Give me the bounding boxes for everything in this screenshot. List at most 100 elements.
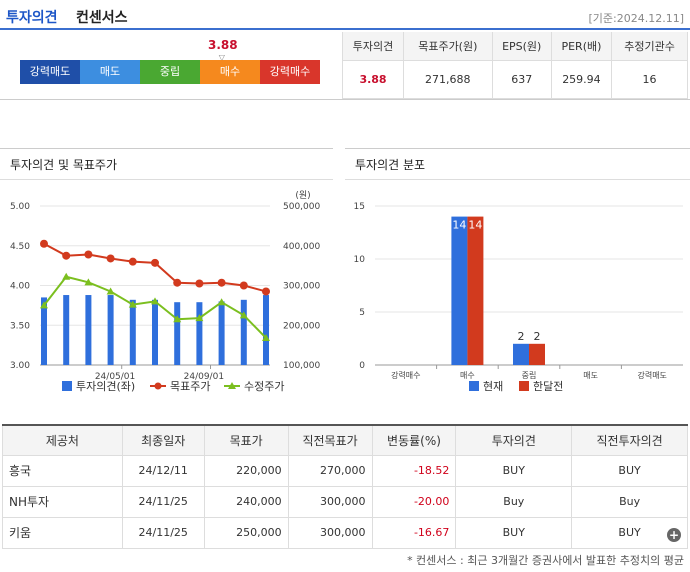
adjusted-price-point [173, 315, 182, 323]
scale-segment: 매수 [200, 60, 260, 84]
adjusted-price-point [84, 278, 93, 286]
consensus-marker-value: 3.88 [207, 38, 238, 52]
left-tick-label: 4.50 [10, 242, 30, 252]
legend-swatch-adjusted-tri [228, 382, 236, 389]
target-price-point [239, 281, 248, 290]
table-row: NH투자 24/11/25 240,000 300,000 -20.00 Buy Buy [2, 485, 688, 518]
table-cell: NH투자 [2, 485, 123, 518]
table-cell: 24/12/11 [121, 454, 205, 487]
target-price-point [84, 250, 93, 259]
summary-header: PER(배) [550, 32, 613, 61]
broker-header: 목표가 [203, 424, 289, 456]
table-cell: 300,000 [287, 516, 373, 549]
target-price-line [43, 242, 267, 293]
table-cell: 24/11/25 [121, 516, 205, 549]
data-label: 14 [452, 219, 466, 232]
opinion-bar [196, 302, 203, 365]
y-tick-label: 10 [354, 255, 366, 265]
header-title-secondary: 컨센서스 [76, 10, 128, 26]
footnote: * 컨센서스 : 최근 3개월간 증권사에서 발표한 추정치의 평균 [407, 554, 684, 567]
legend-swatch-opinion [62, 381, 72, 391]
table-cell: 키움 [2, 516, 123, 549]
category-label: 강력매도 [637, 370, 666, 380]
right-tick-label: 400,000 [283, 242, 320, 252]
opinion-bar [174, 302, 181, 365]
legend-swatch-target-dot [154, 382, 162, 390]
opinion-bar [263, 295, 269, 365]
scale-segment: 중립 [140, 60, 200, 84]
adjusted-price-point [262, 333, 270, 341]
summary-header: EPS(원) [491, 32, 552, 61]
target-price-point [195, 279, 204, 288]
category-label: 강력매수 [391, 370, 420, 380]
adjusted-price-point [195, 314, 204, 322]
right-tick-label: 500,000 [283, 202, 320, 212]
category-label: 중립 [522, 371, 537, 380]
target-price-point [128, 257, 137, 266]
header-title-primary: 투자의견 [6, 10, 58, 26]
adjusted-price-point [40, 301, 48, 309]
summary-value: 637 [491, 59, 552, 99]
data-label: 2 [534, 330, 541, 343]
adjusted-price-point [239, 311, 248, 319]
legend-label: 한달전 [533, 380, 563, 393]
right-tick-label: 300,000 [283, 282, 320, 292]
summary-table: 투자의견 목표주가(원) EPS(원) PER(배) 추정기관수 3.88 271,688… [341, 32, 688, 99]
target-price-point [217, 278, 226, 287]
opinion-scale-bar: 강력매도 매도 중립 매수 강력매수 [20, 60, 320, 84]
table-cell: 24/11/25 [121, 485, 205, 518]
table-cell: -20.00 [371, 485, 457, 518]
expand-plus-icon[interactable]: + [667, 528, 681, 542]
opinion-target-price-panel: 투자의견 및 목표주가 (원) 5.00 4.50 4.00 3.50 3.00 500,0… [0, 148, 333, 400]
adjusted-price-point [128, 300, 137, 308]
table-cell: BUY [455, 454, 573, 487]
legend-label: 현재 [483, 380, 503, 393]
opinion-distribution-chart: 15 10 5 0 강력매수 매수 중립 매도 강력매도 14 14 2 2 현재 한달전 [354, 202, 683, 393]
opinion-bar [240, 299, 247, 365]
scale-segment: 매도 [80, 60, 140, 84]
summary-header: 목표주가(원) [403, 32, 493, 61]
legend-swatch-current [469, 381, 479, 391]
summary-value: 271,688 [403, 59, 493, 99]
table-cell: BUY [571, 454, 688, 487]
consensus-marker-triangle-icon: ▽ [218, 53, 225, 62]
summary-value: 259.94 [550, 59, 613, 99]
table-cell: Buy [571, 485, 688, 518]
month-ago-bar [529, 343, 545, 365]
opinion-bar [85, 295, 92, 365]
opinion-bar [218, 301, 225, 365]
month-ago-bar [467, 216, 484, 365]
right-axis-unit: (원) [295, 190, 310, 201]
adjusted-price-point [106, 287, 115, 295]
broker-header: 직전목표가 [287, 424, 373, 456]
summary-header: 추정기관수 [611, 32, 688, 61]
right-tick-label: 200,000 [283, 321, 320, 331]
target-price-point [262, 287, 270, 296]
target-price-point [62, 251, 71, 260]
opinion-target-price-chart: (원) 5.00 4.50 4.00 3.50 3.00 500,000 400,000 300… [10, 190, 321, 393]
broker-header: 제공처 [2, 424, 123, 456]
table-row: 키움 24/11/25 250,000 300,000 -16.67 BUY BUY [2, 516, 688, 549]
table-cell: 270,000 [287, 454, 373, 487]
table-cell: 250,000 [203, 516, 289, 549]
adjusted-price-point [151, 297, 159, 305]
legend-swatch-month-ago [519, 381, 529, 391]
table-cell: Buy [455, 485, 573, 518]
opinion-bar [129, 299, 136, 365]
opinion-distribution-panel: 투자의견 분포 15 10 5 0 강력매수 매수 중립 매도 강력매도 14 14 2 2 현재 한달전 [345, 148, 690, 400]
adjusted-price-point [62, 272, 71, 280]
y-tick-label: 15 [354, 202, 365, 212]
scale-segment: 강력매수 [260, 60, 320, 84]
y-tick-label: 5 [359, 308, 365, 318]
right-tick-label: 100,000 [283, 361, 320, 371]
chart1-title: 투자의견 및 목표주가 [10, 158, 117, 172]
target-price-point [40, 239, 48, 248]
opinion-bar [107, 295, 114, 365]
current-bar [513, 343, 529, 365]
broker-header: 직전투자의견 [571, 424, 688, 456]
table-cell: BUY [455, 516, 573, 549]
target-price-point [173, 278, 182, 287]
section-header: 투자의견 컨센서스 [기준:2024.12.11] [0, 0, 690, 30]
table-cell: 240,000 [203, 485, 289, 518]
broker-header: 변동률(%) [371, 424, 457, 456]
